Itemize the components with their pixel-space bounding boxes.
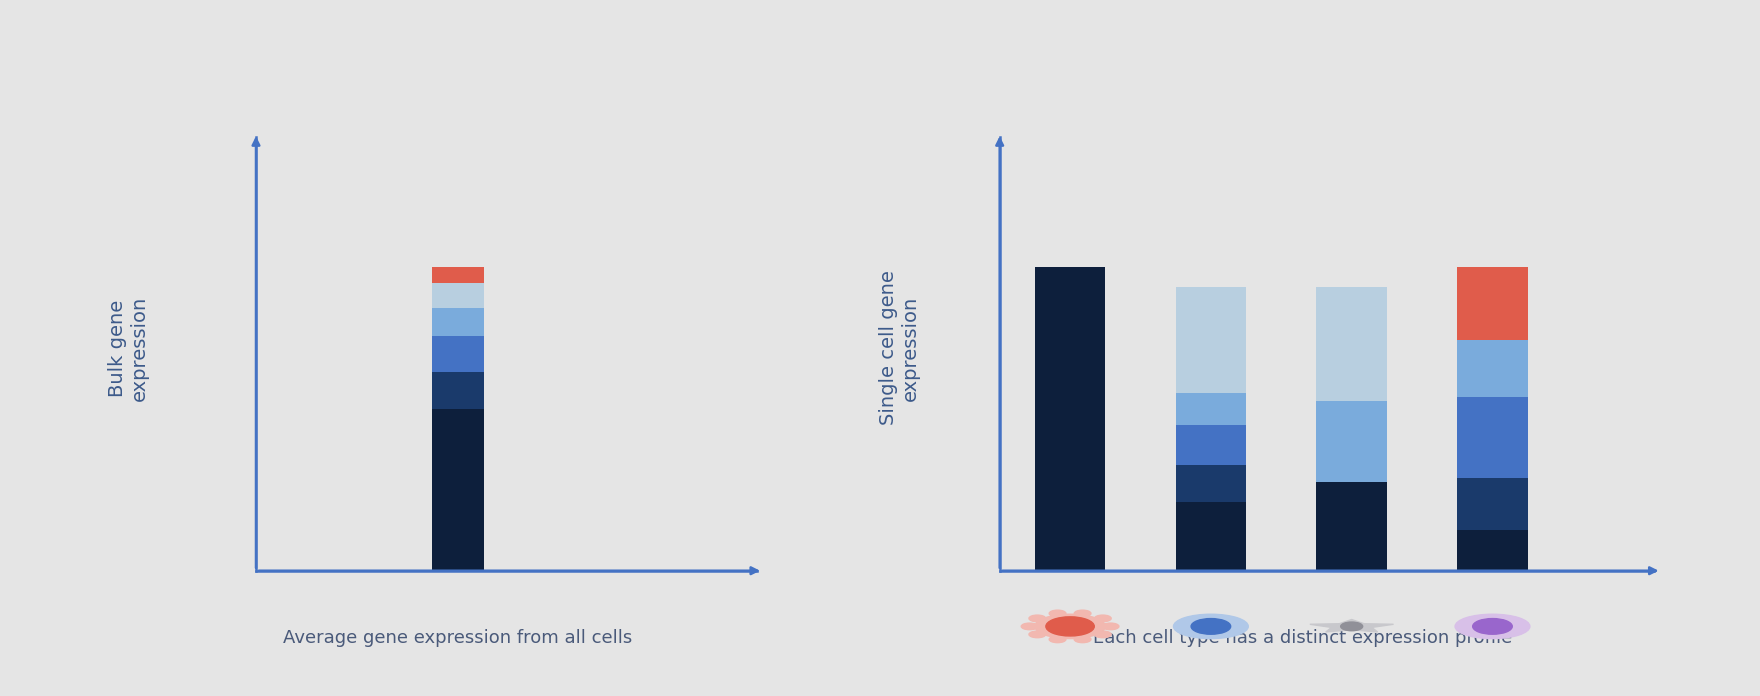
- Text: Bulk gene
expression: Bulk gene expression: [107, 295, 148, 401]
- Bar: [1316, 287, 1387, 401]
- Bar: [431, 336, 484, 372]
- Text: Each cell type has a distinct expression profile: Each cell type has a distinct expression…: [1093, 628, 1512, 647]
- Text: Single cell gene
expression: Single cell gene expression: [880, 271, 920, 425]
- Bar: [1316, 482, 1387, 571]
- Bar: [1457, 477, 1528, 530]
- Bar: [1457, 397, 1528, 477]
- Bar: [1457, 340, 1528, 397]
- Bar: [431, 409, 484, 571]
- Bar: [1176, 425, 1246, 466]
- Bar: [1176, 287, 1246, 393]
- Text: Average gene expression from all cells: Average gene expression from all cells: [283, 628, 632, 647]
- Bar: [1176, 502, 1246, 571]
- Bar: [1316, 401, 1387, 482]
- Bar: [1176, 466, 1246, 502]
- Bar: [431, 372, 484, 409]
- Bar: [1035, 267, 1105, 571]
- Bar: [431, 267, 484, 283]
- Bar: [431, 308, 484, 336]
- Bar: [1457, 530, 1528, 571]
- Bar: [1176, 393, 1246, 425]
- Bar: [1457, 267, 1528, 340]
- Bar: [431, 283, 484, 308]
